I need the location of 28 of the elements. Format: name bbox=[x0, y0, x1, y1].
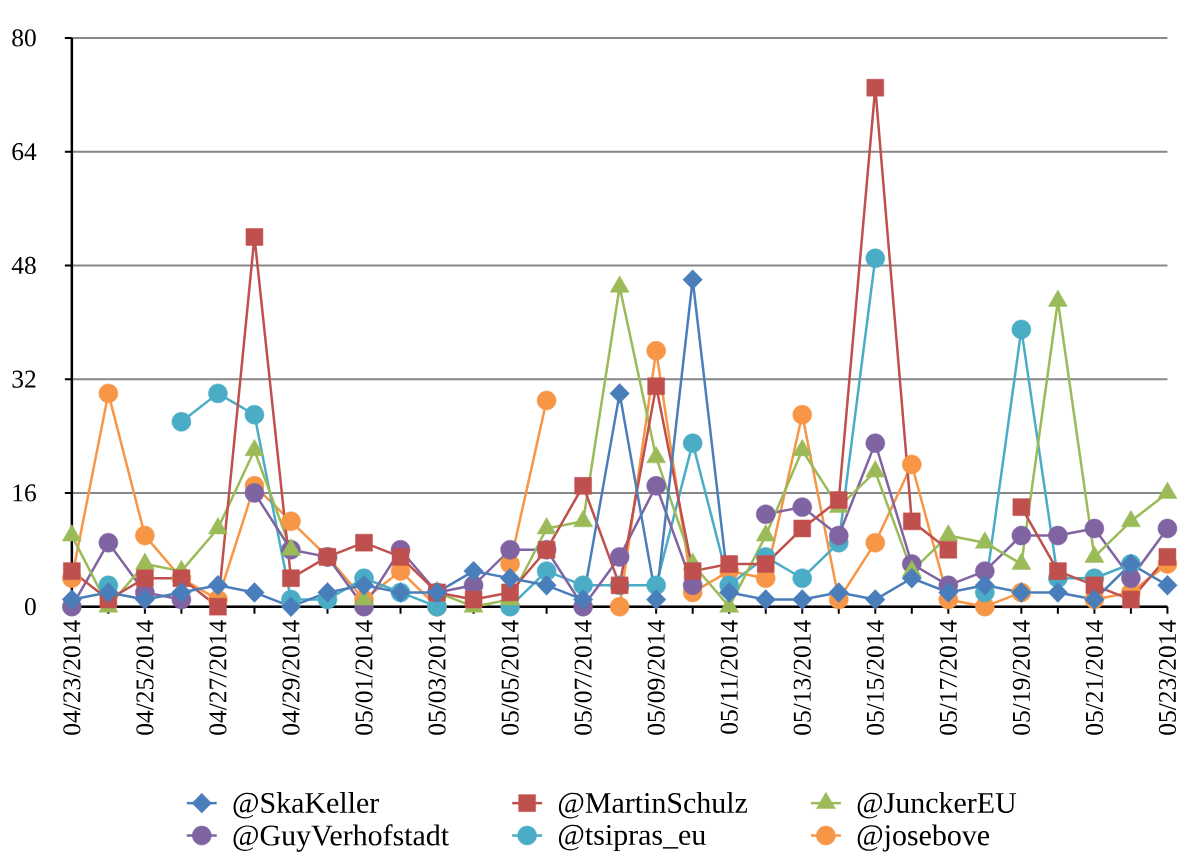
y-tick-label: 64 bbox=[12, 143, 37, 161]
y-tick-label: 0 bbox=[24, 598, 36, 616]
legend-label: @SkaKeller bbox=[233, 791, 379, 819]
y-tick-label: 16 bbox=[13, 484, 36, 502]
x-tick-label: 05/21/2014 bbox=[1085, 620, 1103, 735]
y-tick-label: 32 bbox=[12, 370, 36, 388]
x-tick-label: 05/09/2014 bbox=[647, 620, 665, 735]
x-tick-label: 05/15/2014 bbox=[866, 620, 884, 735]
y-tick-label: 48 bbox=[11, 256, 36, 274]
x-tick-label: 05/07/2014 bbox=[574, 620, 592, 735]
x-tick-label: 04/29/2014 bbox=[282, 620, 300, 735]
x-tick-label: 05/23/2014 bbox=[1158, 620, 1177, 735]
x-tick-label: 05/05/2014 bbox=[501, 620, 519, 735]
legend-label: @JunckerEU bbox=[857, 791, 1017, 819]
x-tick-label: 05/19/2014 bbox=[1012, 620, 1030, 735]
x-tick-label: 05/01/2014 bbox=[355, 620, 373, 735]
x-tick-label: 04/25/2014 bbox=[136, 620, 154, 735]
y-tick-label: 80 bbox=[12, 29, 36, 47]
legend-label: @MartinSchulz bbox=[558, 791, 748, 819]
x-tick-label: 05/13/2014 bbox=[793, 620, 811, 735]
legend-label: @GuyVerhofstadt bbox=[233, 824, 449, 852]
x-tick-label: 04/23/2014 bbox=[63, 620, 81, 735]
x-tick-label: 05/03/2014 bbox=[428, 620, 446, 735]
x-tick-label: 05/17/2014 bbox=[939, 620, 957, 735]
x-tick-label: 04/27/2014 bbox=[209, 620, 227, 735]
legend-label: @josebove bbox=[857, 824, 990, 852]
legend-label: @tsipras_eu bbox=[558, 824, 706, 852]
x-tick-label: 05/11/2014 bbox=[720, 620, 738, 734]
